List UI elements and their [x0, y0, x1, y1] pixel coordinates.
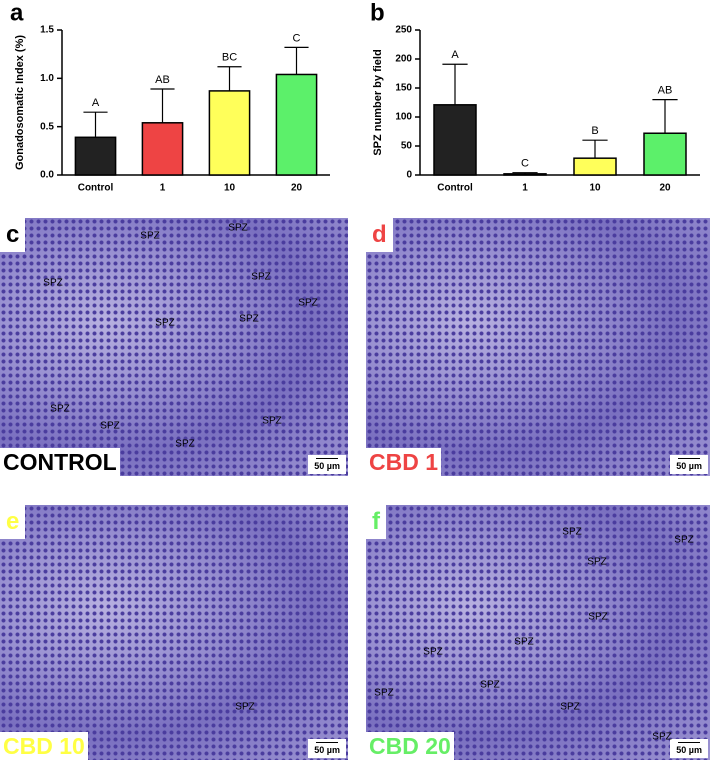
- y-tick-label: 250: [395, 25, 412, 36]
- bar: [573, 157, 617, 176]
- spz-label: SPZ: [228, 222, 248, 234]
- spz-label: SPZ: [587, 556, 607, 568]
- group-letter: C: [293, 32, 301, 44]
- spz-label: SPZ: [140, 230, 160, 242]
- spz-label: SPZ: [514, 636, 534, 648]
- x-tick-label: Control: [78, 183, 114, 194]
- y-tick-label: 0: [406, 170, 412, 181]
- panel-letter: c: [0, 218, 26, 252]
- scale-bar: 50 µm: [670, 739, 708, 758]
- bar: [74, 136, 117, 176]
- panel-letter: a: [10, 0, 24, 26]
- spz-label: SPZ: [155, 317, 175, 329]
- micrograph: e CBD 10 50 µm SPZ: [0, 505, 348, 760]
- spz-label: SPZ: [480, 679, 500, 691]
- scale-bar: 50 µm: [308, 455, 346, 474]
- spz-label: SPZ: [239, 313, 259, 325]
- x-tick-label: 1: [522, 183, 528, 194]
- x-tick-label: 10: [224, 183, 236, 194]
- panel-letter: b: [370, 0, 385, 26]
- y-axis-label: SPZ number by field: [372, 49, 384, 155]
- panel-letter: f: [366, 505, 386, 539]
- spz-label: SPZ: [562, 526, 582, 538]
- micrograph: c CONTROL 50 µm SPZ SPZ SPZ SPZ SPZ SPZ SPZ SPZ SPZ…: [0, 218, 348, 476]
- spz-label: SPZ: [50, 403, 70, 415]
- spz-label: SPZ: [588, 611, 608, 623]
- spz-label: SPZ: [251, 271, 271, 283]
- group-letter: A: [92, 97, 100, 109]
- bar: [433, 104, 477, 176]
- x-tick-label: 20: [659, 183, 671, 194]
- group-letter: B: [591, 125, 598, 137]
- y-tick-label: 200: [395, 54, 412, 65]
- group-letter: AB: [658, 85, 673, 97]
- spz-label: SPZ: [175, 438, 195, 450]
- panel-letter: e: [0, 505, 26, 539]
- y-tick-label: 0.0: [40, 170, 54, 181]
- spz-label: SPZ: [298, 297, 318, 309]
- y-tick-label: 100: [395, 112, 412, 123]
- bar: [208, 90, 251, 176]
- group-letter: BC: [222, 52, 237, 64]
- scale-bar: 50 µm: [308, 739, 346, 758]
- micrograph: d CBD 1 50 µm: [366, 218, 710, 476]
- spz-label: SPZ: [262, 415, 282, 427]
- spz-label: SPZ: [652, 731, 672, 743]
- spz-label: SPZ: [235, 701, 255, 713]
- group-letter: AB: [155, 74, 170, 86]
- scale-bar: 50 µm: [670, 455, 708, 474]
- spz-label: SPZ: [374, 687, 394, 699]
- spz-label: SPZ: [43, 277, 63, 289]
- bar: [141, 122, 184, 176]
- y-tick-label: 50: [401, 141, 413, 152]
- bar: [275, 73, 318, 176]
- condition-label: CBD 10: [0, 732, 88, 760]
- spz-label: SPZ: [423, 646, 443, 658]
- spz-label: SPZ: [100, 420, 120, 432]
- charts: a Gonadosomatic Index (%) 0.0 0.5 1.0 1.5 Cont…: [10, 0, 700, 194]
- spz-label: SPZ: [560, 701, 580, 713]
- x-tick-label: 10: [589, 183, 601, 194]
- x-tick-label: 20: [291, 183, 303, 194]
- x-tick-label: 1: [160, 183, 166, 194]
- bar: [643, 132, 687, 176]
- condition-label: CBD 20: [366, 732, 454, 760]
- y-axis-label: Gonadosomatic Index (%): [14, 35, 26, 170]
- y-tick-label: 1.0: [40, 73, 54, 84]
- y-tick-label: 150: [395, 83, 412, 94]
- y-tick-label: 0.5: [40, 121, 54, 132]
- group-letter: A: [451, 49, 459, 61]
- y-tick-label: 1.5: [40, 25, 54, 36]
- group-letter: C: [521, 158, 529, 170]
- spz-label: SPZ: [674, 534, 694, 546]
- panel-letter: d: [366, 218, 393, 252]
- condition-label: CBD 1: [366, 448, 442, 476]
- condition-label: CONTROL: [0, 448, 120, 476]
- bar: [503, 173, 547, 176]
- micrograph: f CBD 20 50 µm SPZ SPZ SPZ SPZ SPZ SPZ SPZ SPZ SPZ S…: [366, 505, 710, 760]
- x-tick-label: Control: [437, 183, 473, 194]
